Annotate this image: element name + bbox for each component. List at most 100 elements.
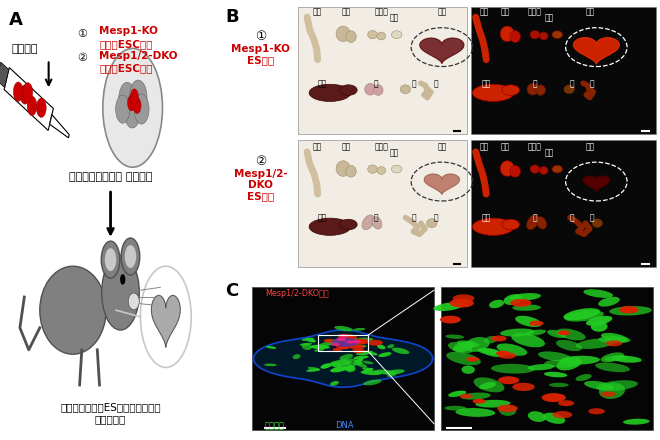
- Ellipse shape: [479, 382, 496, 389]
- Ellipse shape: [539, 32, 548, 40]
- Ellipse shape: [530, 165, 540, 173]
- Text: 生殖腕: 生殖腕: [528, 7, 542, 16]
- Text: 尻尾: 尻尾: [313, 7, 322, 16]
- Ellipse shape: [502, 85, 519, 95]
- Circle shape: [449, 299, 474, 308]
- Ellipse shape: [539, 167, 548, 174]
- Ellipse shape: [334, 326, 353, 331]
- FancyBboxPatch shape: [441, 287, 653, 430]
- Text: 心臓: 心臓: [585, 142, 595, 151]
- Ellipse shape: [591, 321, 608, 332]
- Ellipse shape: [356, 351, 374, 355]
- Ellipse shape: [612, 356, 642, 363]
- Ellipse shape: [354, 337, 374, 341]
- Ellipse shape: [473, 218, 514, 235]
- Circle shape: [619, 306, 638, 313]
- Ellipse shape: [496, 344, 527, 356]
- Ellipse shape: [346, 31, 356, 42]
- Circle shape: [119, 82, 135, 116]
- Circle shape: [498, 352, 516, 359]
- Ellipse shape: [362, 368, 374, 373]
- Circle shape: [129, 80, 147, 115]
- Ellipse shape: [358, 363, 367, 368]
- Ellipse shape: [387, 372, 397, 377]
- Circle shape: [558, 400, 574, 406]
- Text: 肺: 肺: [374, 213, 378, 223]
- Ellipse shape: [344, 338, 358, 342]
- Circle shape: [490, 336, 507, 341]
- Ellipse shape: [601, 352, 624, 362]
- Ellipse shape: [544, 372, 568, 378]
- Ellipse shape: [346, 165, 356, 177]
- Ellipse shape: [489, 300, 504, 308]
- Circle shape: [337, 342, 347, 346]
- Ellipse shape: [321, 363, 331, 369]
- Ellipse shape: [264, 363, 277, 366]
- Ellipse shape: [586, 316, 612, 326]
- Ellipse shape: [372, 217, 382, 229]
- Ellipse shape: [377, 32, 385, 40]
- Ellipse shape: [512, 333, 545, 347]
- Ellipse shape: [552, 165, 562, 173]
- Ellipse shape: [392, 348, 409, 354]
- Ellipse shape: [448, 391, 466, 397]
- Text: 尻尾: 尻尾: [313, 142, 322, 151]
- Circle shape: [588, 408, 605, 414]
- Circle shape: [512, 383, 535, 391]
- Ellipse shape: [339, 354, 353, 360]
- Ellipse shape: [609, 306, 652, 315]
- Circle shape: [343, 335, 357, 340]
- Circle shape: [336, 343, 352, 349]
- Text: 胃: 胃: [434, 213, 438, 223]
- Circle shape: [115, 95, 130, 123]
- Ellipse shape: [444, 406, 467, 411]
- Ellipse shape: [374, 85, 383, 95]
- Ellipse shape: [527, 84, 539, 95]
- FancyBboxPatch shape: [298, 7, 467, 135]
- Circle shape: [337, 337, 345, 341]
- Polygon shape: [420, 38, 464, 63]
- Circle shape: [601, 392, 616, 397]
- Text: ①: ①: [255, 30, 266, 44]
- Circle shape: [337, 339, 349, 343]
- Polygon shape: [0, 62, 9, 88]
- Polygon shape: [50, 115, 69, 138]
- Ellipse shape: [583, 289, 613, 298]
- Ellipse shape: [337, 334, 350, 338]
- Ellipse shape: [368, 30, 378, 39]
- Polygon shape: [583, 176, 610, 191]
- Circle shape: [125, 245, 136, 268]
- Ellipse shape: [434, 302, 463, 311]
- Ellipse shape: [499, 405, 516, 416]
- Text: 肝臓: 肝臓: [317, 213, 327, 223]
- Ellipse shape: [340, 219, 357, 230]
- Ellipse shape: [525, 330, 546, 336]
- Text: 生殖腕: 生殖腕: [528, 142, 542, 151]
- Ellipse shape: [314, 348, 325, 352]
- Circle shape: [124, 96, 140, 128]
- Circle shape: [440, 315, 461, 323]
- Circle shape: [460, 394, 473, 399]
- Text: 胃: 胃: [412, 79, 416, 88]
- Ellipse shape: [343, 366, 350, 370]
- Ellipse shape: [502, 219, 519, 230]
- Ellipse shape: [576, 374, 592, 381]
- Ellipse shape: [346, 366, 356, 372]
- Circle shape: [355, 339, 364, 342]
- Ellipse shape: [343, 344, 354, 346]
- Ellipse shape: [354, 359, 363, 363]
- Ellipse shape: [538, 352, 572, 362]
- Ellipse shape: [353, 362, 363, 366]
- Text: 肝臓: 肝臓: [317, 79, 327, 88]
- Circle shape: [606, 340, 622, 346]
- Circle shape: [131, 89, 139, 105]
- Circle shape: [497, 404, 518, 412]
- Ellipse shape: [547, 330, 566, 338]
- Text: Mesp1-KO: Mesp1-KO: [100, 26, 158, 37]
- Ellipse shape: [319, 342, 335, 346]
- Ellipse shape: [327, 362, 337, 367]
- Ellipse shape: [592, 219, 603, 227]
- Circle shape: [352, 348, 365, 353]
- Text: ②: ②: [255, 155, 266, 168]
- Ellipse shape: [337, 341, 349, 343]
